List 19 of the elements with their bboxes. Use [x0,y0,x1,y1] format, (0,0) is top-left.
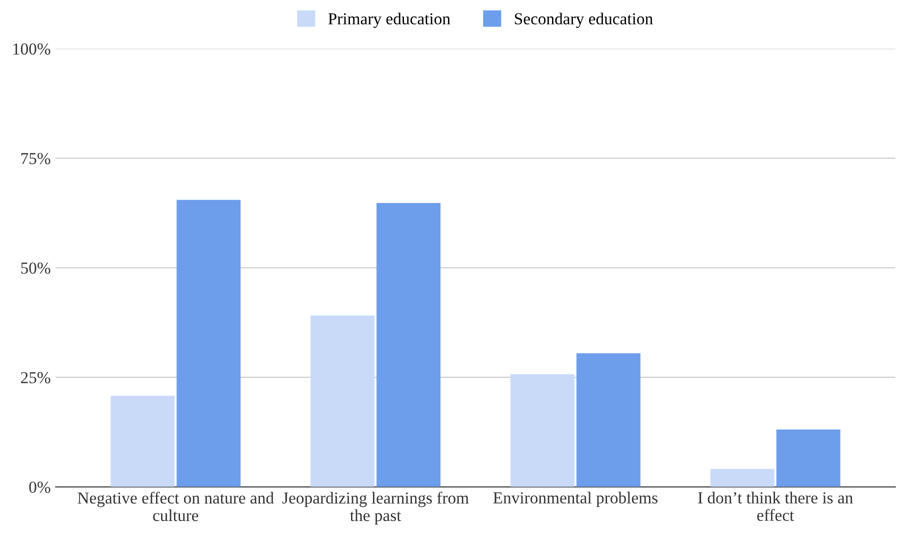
bar [710,468,774,487]
legend-label: Secondary education [514,12,653,28]
bar [376,202,441,487]
bar [576,353,640,487]
bar [510,374,574,487]
y-tick-label: 75% [21,152,50,164]
x-tick-label: Jeopardizing learnings from the past [282,492,469,525]
legend-label: Primary education [328,12,450,28]
bar [110,396,175,487]
x-tick-label: I don’t think there is an effect [698,492,853,521]
y-tick-label: 25% [20,372,50,384]
y-tick-label: 50% [21,262,50,274]
x-tick-label: Negative effect on nature and culture [78,492,274,522]
x-tick-label: Environmental problems [493,492,658,507]
bar [310,316,375,487]
y-tick-label: 100% [13,43,50,55]
bar [176,200,241,487]
y-tick-label: 0% [29,482,50,493]
bar [776,429,840,487]
